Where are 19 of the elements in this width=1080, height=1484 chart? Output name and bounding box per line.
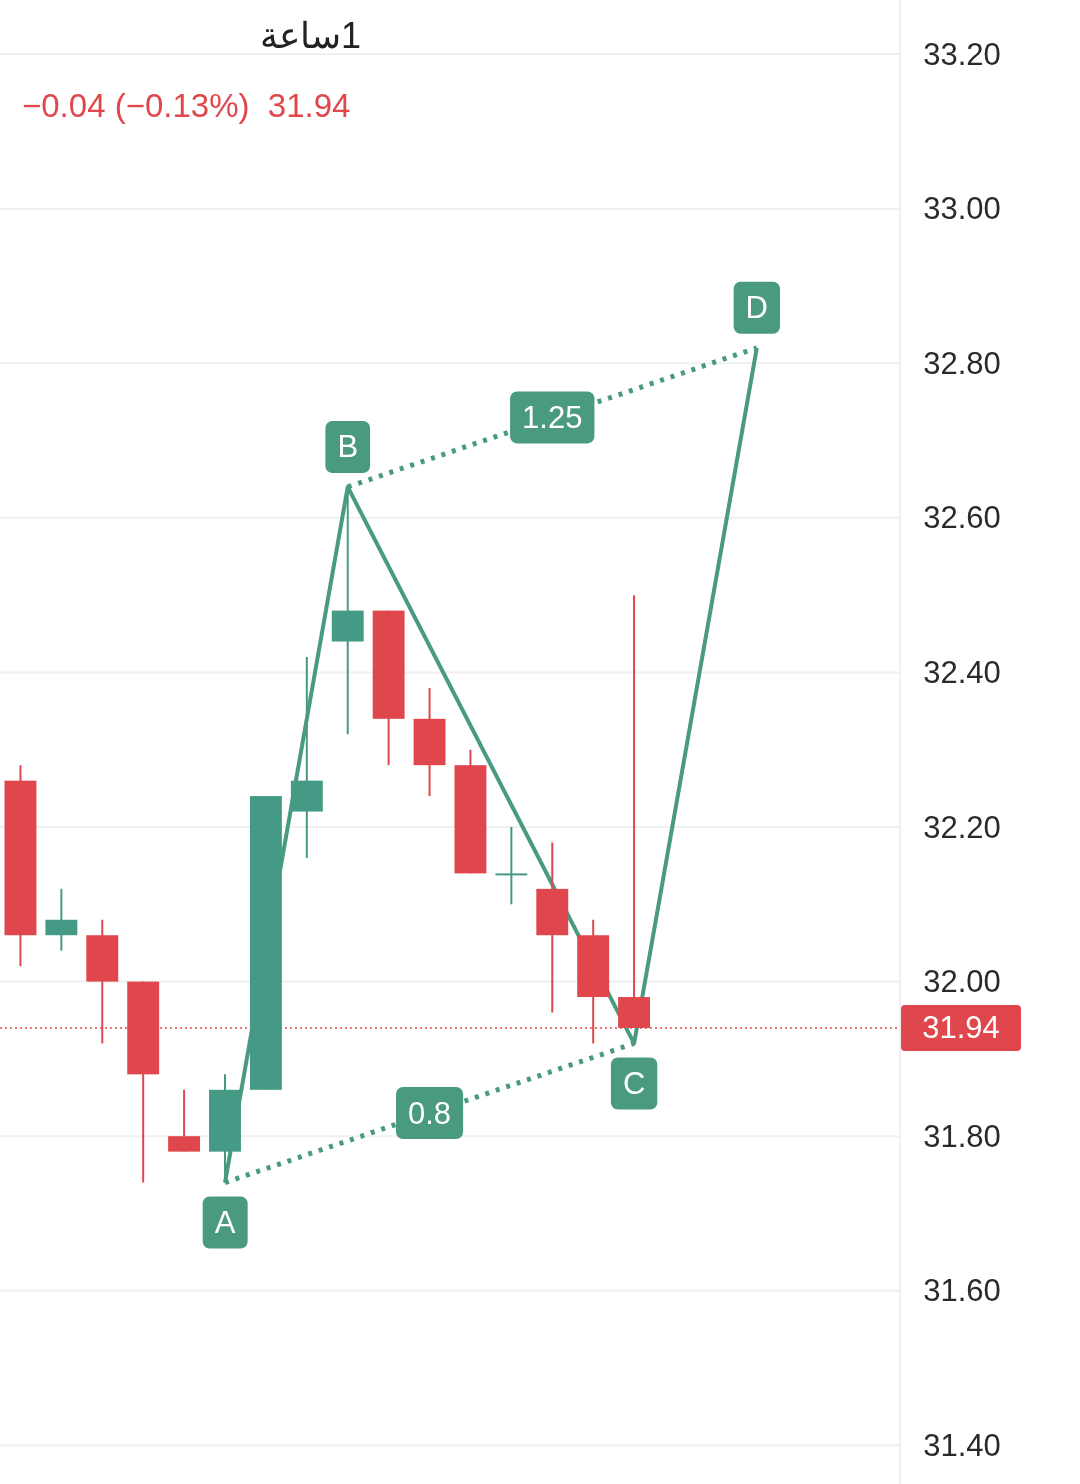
subtitle: −0.04 (−0.13%) 31.94	[22, 87, 351, 124]
data-label: 1.25	[522, 399, 583, 435]
y-tick-label: 31.80	[923, 1118, 1001, 1154]
ref-label: 31.94	[922, 1010, 1000, 1046]
y-tick-label: 32.40	[923, 654, 1001, 690]
y-tick-label: 31.60	[923, 1273, 1001, 1309]
data-label: A	[214, 1205, 236, 1241]
y-tick-label: 32.00	[923, 964, 1001, 1000]
y-tick-label: 32.20	[923, 809, 1001, 845]
y-tick-label: 33.00	[923, 191, 1001, 227]
y-tick-label: 33.20	[923, 36, 1001, 72]
data-label: 0.8	[408, 1095, 452, 1131]
y-tick-label: 32.60	[923, 500, 1001, 536]
title: 1ساعة	[260, 15, 362, 56]
y-tick-label: 32.80	[923, 345, 1001, 381]
data-label: C	[622, 1065, 646, 1101]
data-label: B	[337, 429, 359, 465]
data-label: D	[745, 290, 768, 326]
y-tick-label: 31.40	[923, 1427, 1001, 1463]
